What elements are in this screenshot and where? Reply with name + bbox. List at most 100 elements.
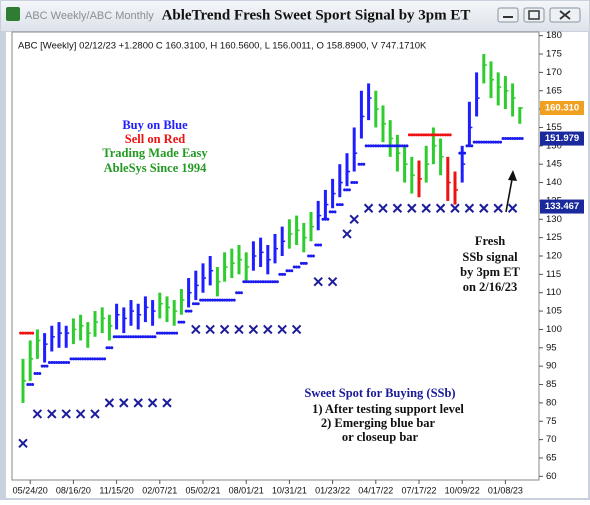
support-dot [112, 335, 116, 339]
y-tick-label: 105 [546, 306, 562, 317]
support-dot [362, 162, 366, 166]
support-dot [335, 203, 339, 207]
support-dot [170, 331, 174, 335]
support-dot [47, 360, 51, 364]
support-dot [467, 144, 471, 148]
y-tick-label: 115 [546, 269, 561, 280]
minimize-button[interactable] [497, 7, 519, 23]
support-dot [460, 151, 464, 155]
y-tick-label: 80 [546, 397, 557, 408]
support-dot [141, 335, 145, 339]
resistance-dot [412, 133, 416, 137]
support-dot [285, 269, 289, 273]
resistance-dot [417, 133, 421, 137]
support-dot [494, 140, 498, 144]
support-dot [520, 136, 524, 140]
support-dot [86, 357, 90, 361]
ssb-marker [162, 398, 172, 408]
x-tick-label: 05/24/20 [13, 485, 48, 495]
resistance-dot [443, 133, 447, 137]
ssb-marker [450, 203, 460, 213]
y-tick-label: 65 [546, 452, 557, 463]
support-dot [299, 261, 303, 265]
support-dot [489, 140, 493, 144]
support-dot [475, 140, 479, 144]
support-dot [501, 136, 505, 140]
support-dot [347, 188, 351, 192]
support-dot [110, 346, 114, 350]
support-dot [395, 144, 399, 148]
support-dot [357, 162, 361, 166]
support-dot [64, 360, 68, 364]
support-dot [479, 140, 483, 144]
support-dot [506, 136, 510, 140]
ssb-marker [133, 398, 143, 408]
ssb-marker [47, 409, 57, 419]
ssb-marker [363, 203, 374, 213]
support-dot [105, 346, 109, 350]
support-dot [376, 144, 380, 148]
support-dot [393, 144, 397, 148]
support-dot [319, 243, 323, 247]
price-tag [540, 100, 584, 115]
support-dot [103, 357, 107, 361]
ssb-marker [234, 324, 244, 335]
signal-arrowhead [508, 170, 517, 181]
close-icon [559, 10, 571, 20]
resistance-dot [23, 331, 27, 335]
y-tick-label: 100 [546, 324, 562, 335]
support-dot [256, 280, 260, 284]
resistance-dot [31, 331, 35, 335]
maximize-button[interactable] [523, 7, 545, 23]
support-dot [273, 280, 277, 284]
support-dot [98, 357, 102, 361]
support-dot [88, 357, 92, 361]
chart-title: AbleTrend Fresh Sweet Sport Signal by 3p… [162, 7, 471, 23]
support-dot [326, 217, 330, 221]
y-tick-label: 95 [546, 342, 557, 353]
support-dot [100, 357, 104, 361]
support-dot [328, 210, 332, 214]
support-dot [371, 144, 375, 148]
support-dot [136, 335, 140, 339]
support-dot [278, 272, 282, 276]
ssb-marker [119, 398, 129, 408]
resistance-dot [415, 133, 419, 137]
y-tick-label: 60 [546, 471, 557, 482]
support-dot [340, 203, 344, 207]
resistance-dot [407, 133, 411, 137]
x-tick-label: 10/09/22 [445, 485, 480, 495]
ssb-marker [75, 409, 86, 419]
support-dot [203, 298, 207, 302]
support-dot [213, 298, 217, 302]
annotation: on 2/16/23 [463, 280, 518, 294]
y-tick-label: 150 [546, 140, 562, 151]
support-dot [239, 291, 243, 295]
x-tick-label: 08/01/21 [229, 485, 264, 495]
support-dot [127, 335, 131, 339]
chart-subtitle: ABC [Weekly] 02/12/23 +1.2800 C 160.3100… [18, 41, 427, 52]
support-dot [275, 280, 279, 284]
support-dot [33, 372, 37, 376]
support-dot [247, 280, 251, 284]
ssb-marker [378, 203, 388, 213]
resistance-dot [441, 133, 445, 137]
y-tick-label: 170 [546, 67, 562, 78]
resistance-dot [419, 133, 423, 137]
price-tag-label: 133.467 [545, 201, 579, 212]
support-dot [508, 136, 512, 140]
support-dot [398, 144, 402, 148]
y-tick-label: 140 [546, 177, 562, 188]
support-dot [146, 335, 150, 339]
y-tick-label: 125 [546, 232, 562, 243]
support-dot [91, 357, 95, 361]
resistance-dot [19, 331, 23, 335]
ssb-marker [313, 276, 323, 287]
support-dot [26, 383, 30, 387]
resistance-dot [26, 331, 30, 335]
ssb-marker [327, 276, 338, 287]
support-dot [38, 372, 42, 376]
support-dot [331, 210, 335, 214]
annotation: Trading Made Easy [102, 146, 208, 160]
x-tick-label: 05/02/21 [185, 485, 220, 495]
